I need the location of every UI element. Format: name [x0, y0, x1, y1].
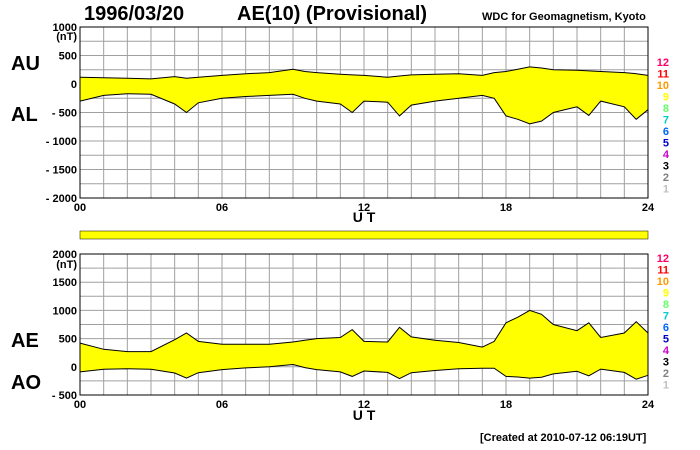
y-tick-label: 1000	[53, 305, 77, 317]
station-legend-item: 9	[663, 288, 669, 300]
y-tick-label: - 500	[52, 108, 77, 120]
y-tick-label: - 1000	[46, 136, 77, 148]
station-legend-item: 10	[657, 276, 669, 288]
band-ae-ao	[80, 310, 648, 380]
station-legend-item: 7	[663, 311, 669, 323]
station-legend-item: 1	[663, 380, 669, 392]
created-timestamp: [Created at 2010-07-12 06:19UT]	[480, 432, 647, 444]
series-line-al	[79, 93, 649, 125]
y-tick-label: - 2000	[46, 193, 77, 205]
x-tick-label: 12	[358, 202, 370, 214]
x-tick-label: 06	[216, 202, 228, 214]
y-unit-label: (nT)	[56, 31, 77, 43]
y-tick-label: 1000	[53, 22, 77, 34]
station-legend-item: 6	[663, 322, 669, 334]
station-legend-item: 9	[663, 92, 669, 104]
y-tick-label: 500	[59, 334, 77, 346]
station-legend-item: 4	[663, 149, 670, 161]
station-legend-item: 3	[663, 357, 669, 369]
station-legend-item: 5	[663, 138, 669, 150]
x-tick-label: 24	[642, 202, 655, 214]
plot-frame	[79, 253, 649, 396]
station-legend-item: 2	[663, 172, 669, 184]
x-tick-label: 18	[500, 202, 512, 214]
station-legend-item: 2	[663, 368, 669, 380]
x-tick-label: 12	[358, 399, 370, 411]
y-tick-label: 0	[71, 362, 77, 374]
y-tick-label: - 500	[52, 390, 77, 402]
band-au-al	[80, 66, 648, 124]
station-legend-item: 7	[663, 115, 669, 127]
series-line-ae	[79, 309, 649, 353]
y-tick-label: 2000	[53, 249, 77, 261]
station-legend-item: 1	[663, 184, 669, 196]
station-legend-item: 11	[657, 69, 669, 81]
station-legend-item: 8	[663, 103, 669, 115]
series-line-ao	[79, 363, 649, 380]
station-legend-item: 5	[663, 334, 669, 346]
series-label-ae: AE	[11, 330, 39, 352]
station-legend-item: 10	[657, 80, 669, 92]
y-tick-label: - 1500	[46, 165, 77, 177]
series-line-au	[79, 66, 649, 80]
plot-frame	[79, 26, 649, 199]
series-label-al: AL	[11, 104, 38, 126]
chart-title: AE(10) (Provisional)	[237, 3, 428, 25]
data-source: WDC for Geomagnetism, Kyoto	[482, 11, 646, 23]
station-legend-item: 12	[657, 253, 669, 265]
x-axis-label: U T	[353, 407, 376, 423]
chart-date: 1996/03/20	[84, 3, 185, 25]
x-tick-label: 06	[216, 399, 228, 411]
y-tick-label: 1500	[53, 277, 77, 289]
x-tick-label: 18	[500, 399, 512, 411]
station-availability-bar	[79, 230, 649, 240]
x-tick-label: 00	[74, 202, 86, 214]
station-legend-item: 3	[663, 161, 669, 173]
y-tick-label: 500	[59, 51, 77, 63]
x-tick-label: 00	[74, 399, 86, 411]
y-tick-label: 0	[71, 79, 77, 91]
station-legend-item: 4	[663, 345, 670, 357]
series-label-ao: AO	[11, 372, 41, 394]
x-axis-label: U T	[353, 209, 376, 225]
station-legend-item: 11	[657, 265, 669, 277]
station-legend-item: 8	[663, 299, 669, 311]
station-legend-item: 6	[663, 126, 669, 138]
x-tick-label: 24	[642, 399, 655, 411]
station-legend-item: 12	[657, 57, 669, 69]
y-unit-label: (nT)	[56, 259, 77, 271]
series-label-au: AU	[11, 53, 40, 75]
